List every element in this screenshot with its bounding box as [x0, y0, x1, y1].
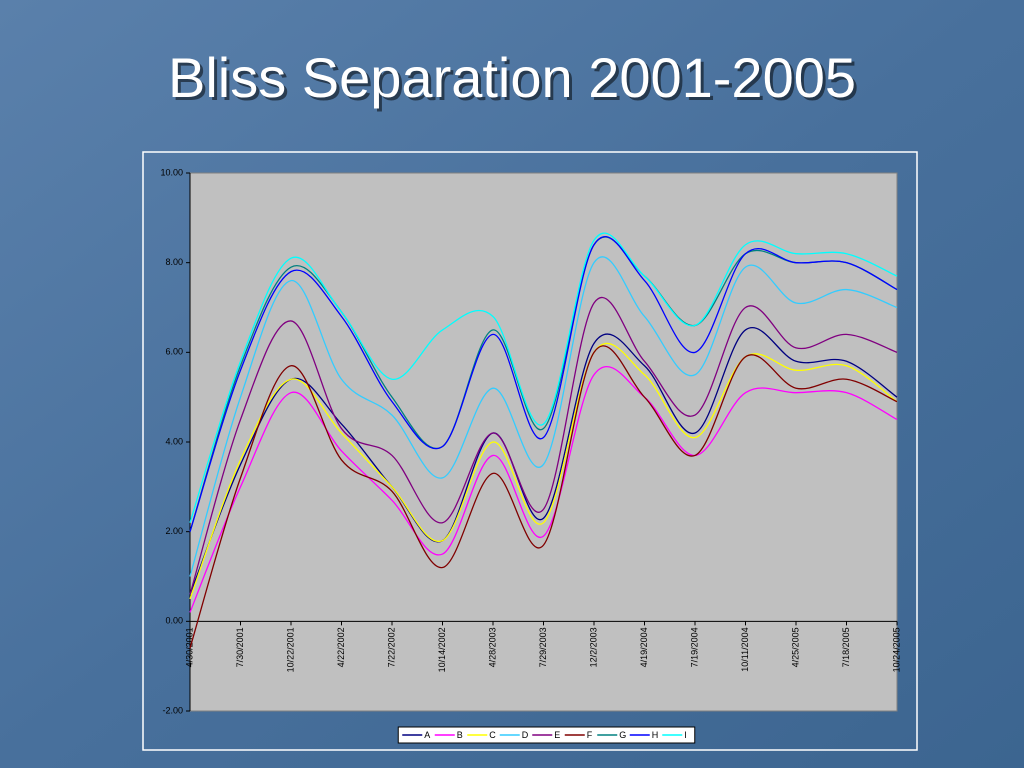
x-tick-label: 4/22/2002 [336, 627, 346, 667]
legend-label: I [684, 730, 687, 740]
x-tick-label: 7/29/2003 [538, 627, 548, 667]
x-tick-label: 4/30/2001 [184, 627, 194, 667]
chart-title: Bliss Separation 2001-2005 [168, 46, 856, 109]
series-line [189, 296, 898, 595]
legend-label: G [619, 730, 626, 740]
x-tick-label: 10/22/2001 [285, 627, 295, 672]
legend-label: A [424, 730, 430, 740]
y-tick-label: 6.00 [165, 347, 183, 357]
x-tick-label: 7/19/2004 [689, 627, 699, 667]
x-tick-label: 4/28/2003 [487, 627, 497, 667]
y-tick-label: 4.00 [165, 436, 183, 446]
x-tick-label: 4/25/2005 [790, 627, 800, 667]
y-tick-label: 0.00 [165, 616, 183, 626]
y-tick-label: -2.00 [162, 705, 183, 715]
legend-label: H [652, 730, 659, 740]
y-tick-label: 2.00 [165, 526, 183, 536]
x-tick-label: 7/30/2001 [235, 627, 245, 667]
x-tick-label: 4/19/2004 [639, 627, 649, 667]
x-tick-label: 7/18/2005 [841, 627, 851, 667]
x-tick-label: 12/2/2003 [588, 627, 598, 667]
x-tick-label: 10/24/2005 [891, 627, 901, 672]
x-tick-label: 7/22/2002 [386, 627, 396, 667]
series-line [189, 366, 898, 613]
y-tick-label: 10.00 [160, 167, 183, 177]
y-tick-label: 8.00 [165, 257, 183, 267]
series-line [189, 232, 898, 523]
legend-label: E [554, 730, 560, 740]
legend-label: D [522, 730, 529, 740]
x-tick-label: 10/11/2004 [740, 627, 750, 671]
title-shadow: Bliss Separation 2001-2005 [171, 49, 859, 112]
legend-label: F [587, 730, 593, 740]
series-line [189, 236, 898, 532]
series-line [189, 256, 898, 577]
legend-label: C [489, 730, 496, 740]
chart-frame [142, 151, 918, 751]
legend-label: B [457, 730, 463, 740]
x-tick-label: 10/14/2002 [437, 627, 447, 672]
series-line [189, 345, 898, 649]
series-line [189, 327, 898, 595]
